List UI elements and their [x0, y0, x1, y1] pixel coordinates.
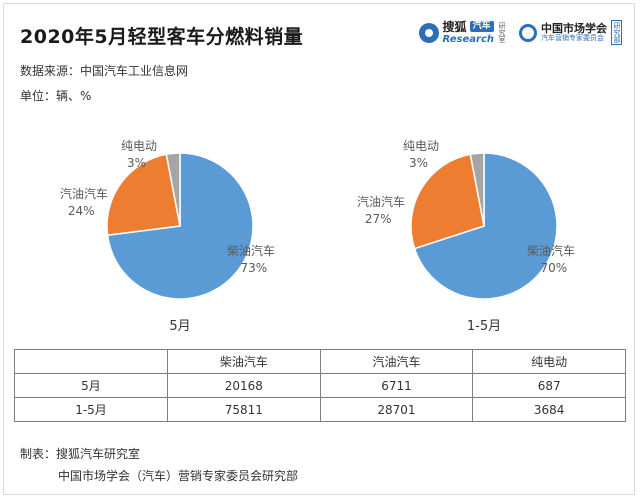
table-cell: 1-5月 — [14, 397, 168, 422]
table-header-cell: 柴油汽车 — [167, 349, 321, 374]
table-header-row: 柴油汽车 汽油汽车 纯电动 — [14, 349, 626, 374]
sales-table: 柴油汽车 汽油汽车 纯电动 5月 20168 6711 687 1-5月 758… — [14, 349, 626, 422]
sohu-logo-icon — [418, 22, 439, 43]
cma-badge: 研究部 — [611, 20, 622, 45]
table-header-cell: 纯电动 — [472, 349, 626, 374]
table-cell: 20168 — [167, 373, 321, 398]
pie-slice — [410, 153, 485, 250]
table-cell: 687 — [472, 373, 626, 398]
sohu-sub: Research — [442, 33, 494, 45]
pie-caption: 1-5月 — [467, 319, 501, 334]
chart-title: 2020年5月轻型客车分燃料销量 — [20, 26, 304, 48]
leader-line — [471, 155, 481, 159]
made-by: 制表：搜狐汽车研究室 — [20, 447, 141, 461]
table-cell: 6711 — [319, 373, 474, 398]
slice-label: 纯电动 — [403, 139, 439, 153]
slice-percent-label: 27% — [365, 212, 392, 226]
slice-label: 柴油汽车 — [227, 243, 275, 258]
slice-label: 汽油汽车 — [60, 186, 108, 201]
table-header-cell: 汽油汽车 — [319, 349, 474, 374]
sohu-name: 搜狐 — [442, 19, 467, 34]
sohu-logo: 搜狐 汽车 Research 研究室 — [418, 19, 506, 45]
table-cell: 3684 — [472, 397, 626, 422]
table-row: 5月 20168 6711 687 — [14, 373, 626, 398]
slice-label: 柴油汽车 — [527, 243, 575, 258]
slice-label: 纯电动 — [121, 139, 157, 153]
cma-logo-icon — [519, 23, 537, 42]
table-header-cell — [14, 349, 168, 374]
pie-charts: 柴油汽车 73% 汽油汽车 24% 纯电动 3% 5月 柴油汽车 70% 汽油汽车 27% 纯电动 3%… — [60, 139, 575, 334]
slice-label: 汽油汽车 — [357, 194, 405, 209]
unit-label: 单位：辆、% — [20, 89, 92, 103]
pie-slice — [106, 153, 181, 236]
chart-frame — [3, 3, 635, 495]
table-cell: 5月 — [14, 373, 168, 398]
sohu-side: 研究室 — [498, 22, 506, 43]
pie-slice — [165, 152, 181, 227]
cma-sub: 汽车营销专家委员会 — [541, 33, 604, 42]
data-source: 数据来源：中国汽车工业信息网 — [20, 64, 189, 78]
table-cell: 75811 — [167, 397, 321, 422]
organization: 中国市场学会（汽车）营销专家委员会研究部 — [58, 469, 299, 483]
table-row: 1-5月 75811 28701 3684 — [14, 397, 626, 422]
pie-caption: 5月 — [169, 319, 190, 334]
slice-percent-label: 3% — [127, 156, 146, 170]
pie-slice — [469, 152, 485, 227]
table-cell: 28701 — [319, 397, 474, 422]
logo-group: 搜狐 汽车 Research 研究室 中国市场学会 汽车营销专家委员会 研究部 — [418, 19, 622, 45]
slice-percent-label: 70% — [541, 261, 568, 275]
cma-name: 中国市场学会 — [541, 21, 607, 35]
slice-percent-label: 3% — [409, 156, 428, 170]
slice-percent-label: 73% — [241, 261, 268, 275]
slice-percent-label: 24% — [68, 204, 95, 218]
sohu-tag: 汽车 — [469, 21, 494, 32]
cma-logo: 中国市场学会 汽车营销专家委员会 研究部 — [519, 20, 622, 45]
pie-slice — [413, 152, 558, 300]
leader-line — [167, 155, 177, 159]
